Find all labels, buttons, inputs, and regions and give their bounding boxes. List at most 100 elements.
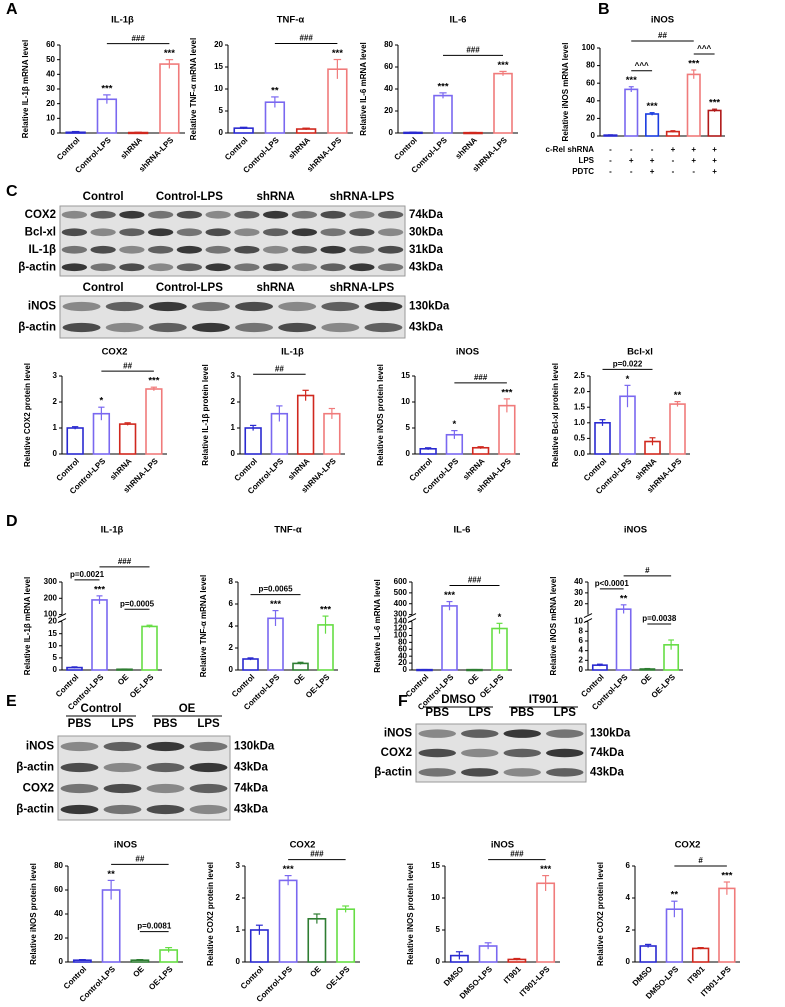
y-tick-label: 4	[626, 893, 631, 902]
condition-mark: -	[692, 167, 695, 176]
blot-row-name: β-actin	[374, 766, 412, 778]
significance: **	[620, 593, 628, 604]
blot-band	[119, 263, 145, 272]
comparison-label: ###	[468, 576, 482, 585]
blot-size: 43kDa	[234, 804, 268, 816]
comparison-label: ###	[131, 34, 145, 43]
significance: ***	[437, 81, 448, 92]
chart-title: COX2	[102, 347, 128, 358]
comparison-label: ###	[474, 373, 488, 382]
blot-band	[147, 210, 174, 219]
y-tick-label: 6	[579, 636, 584, 645]
blot-band	[546, 748, 584, 758]
condition-mark: -	[609, 145, 612, 154]
y-tick-label: 20	[384, 106, 393, 115]
x-tick-label: OE-LPS	[128, 672, 156, 700]
significance: ***	[283, 864, 294, 875]
y-tick-label: 500	[394, 588, 408, 597]
y-axis-label: Relative iNOS protein level	[376, 364, 385, 466]
blot-band	[262, 228, 289, 237]
y-tick-label: 0.5	[574, 434, 586, 443]
bar	[594, 421, 611, 455]
bar	[296, 394, 315, 455]
y-tick-label: 60	[398, 644, 407, 653]
blot-band	[61, 228, 88, 237]
chart-title: IL-1β	[281, 347, 304, 358]
blot-band	[320, 228, 346, 237]
y-tick-label: 40	[574, 577, 583, 586]
y-tick-label: 120	[394, 624, 408, 633]
bar	[244, 427, 262, 455]
blot-group: shRNA	[256, 191, 294, 203]
y-tick-label: 0	[53, 449, 58, 458]
blot-band	[60, 783, 99, 794]
comparison-label: #	[698, 856, 703, 865]
y-tick-label: 30	[574, 588, 583, 597]
blot-band	[60, 741, 99, 752]
blot-group: IT901	[529, 694, 559, 706]
x-tick-label: shRNA	[108, 456, 133, 481]
y-tick-label: 4	[579, 646, 584, 655]
bar	[536, 882, 556, 963]
comparison-label: ###	[510, 850, 524, 859]
blot-band	[146, 762, 185, 773]
blot-band	[321, 322, 360, 333]
blot-group: OE	[179, 703, 196, 715]
significance: **	[271, 85, 279, 96]
bar	[145, 388, 163, 455]
y-tick-label: 0	[219, 128, 224, 137]
y-tick-label: 8	[579, 626, 584, 635]
blot-band	[205, 228, 231, 237]
y-axis-label: Relative IL-1β protein level	[201, 364, 210, 465]
blot-band	[320, 245, 346, 254]
y-tick-label: 15	[214, 62, 223, 71]
blot-band	[146, 741, 185, 752]
y-tick-label: 40	[384, 84, 393, 93]
blot-band	[364, 301, 403, 312]
chart-title: iNOS	[651, 15, 674, 26]
blot-band	[146, 804, 185, 815]
significance: **	[674, 390, 682, 401]
y-tick-label: 2.0	[574, 387, 586, 396]
blot-band	[189, 762, 228, 773]
x-tick-label: shRNA	[454, 135, 479, 160]
blot-band	[61, 245, 88, 254]
y-axis-label: Relative COX2 protein level	[206, 862, 215, 966]
condition-mark: +	[650, 167, 655, 176]
blot-background	[59, 205, 406, 277]
y-tick-label: 400	[394, 599, 408, 608]
blot-size: 31kDa	[409, 244, 443, 256]
y-tick-label: 0	[626, 957, 631, 966]
condition-mark: -	[672, 156, 675, 165]
y-axis-label: Relative IL-1β mRNA level	[21, 40, 30, 138]
blot-band	[291, 263, 318, 272]
x-tick-label: OE-LPS	[650, 672, 678, 700]
blot-band	[503, 768, 541, 777]
y-tick-label: 2	[236, 893, 241, 902]
x-tick-label: IT901	[686, 964, 707, 985]
blot-band	[546, 768, 584, 777]
comparison-label: #	[645, 566, 650, 575]
y-tick-label: 0	[53, 665, 58, 674]
comparison-label: ###	[466, 46, 480, 55]
y-tick-label: 80	[398, 637, 407, 646]
bar	[433, 94, 453, 134]
comparison-label: p=0.0005	[120, 599, 155, 608]
blot-band	[234, 245, 260, 254]
y-axis-label: Relative TNF-α mRNA level	[199, 575, 208, 677]
x-tick-label: shRNA	[461, 456, 486, 481]
significance: ***	[540, 864, 551, 875]
blot-band	[418, 748, 456, 758]
blot-band	[418, 768, 456, 777]
bar	[686, 73, 701, 137]
condition-mark: +	[712, 145, 717, 154]
y-tick-label: 100	[394, 631, 408, 640]
x-tick-label: OE-LPS	[324, 964, 352, 992]
y-tick-label: 600	[394, 577, 408, 586]
blot-band	[103, 804, 142, 815]
blot-row-name: iNOS	[384, 728, 412, 740]
blot-size: 74kDa	[409, 209, 443, 221]
bar	[707, 109, 722, 137]
blot-row-name: Bcl-xl	[25, 226, 56, 238]
significance: ***	[164, 48, 175, 59]
